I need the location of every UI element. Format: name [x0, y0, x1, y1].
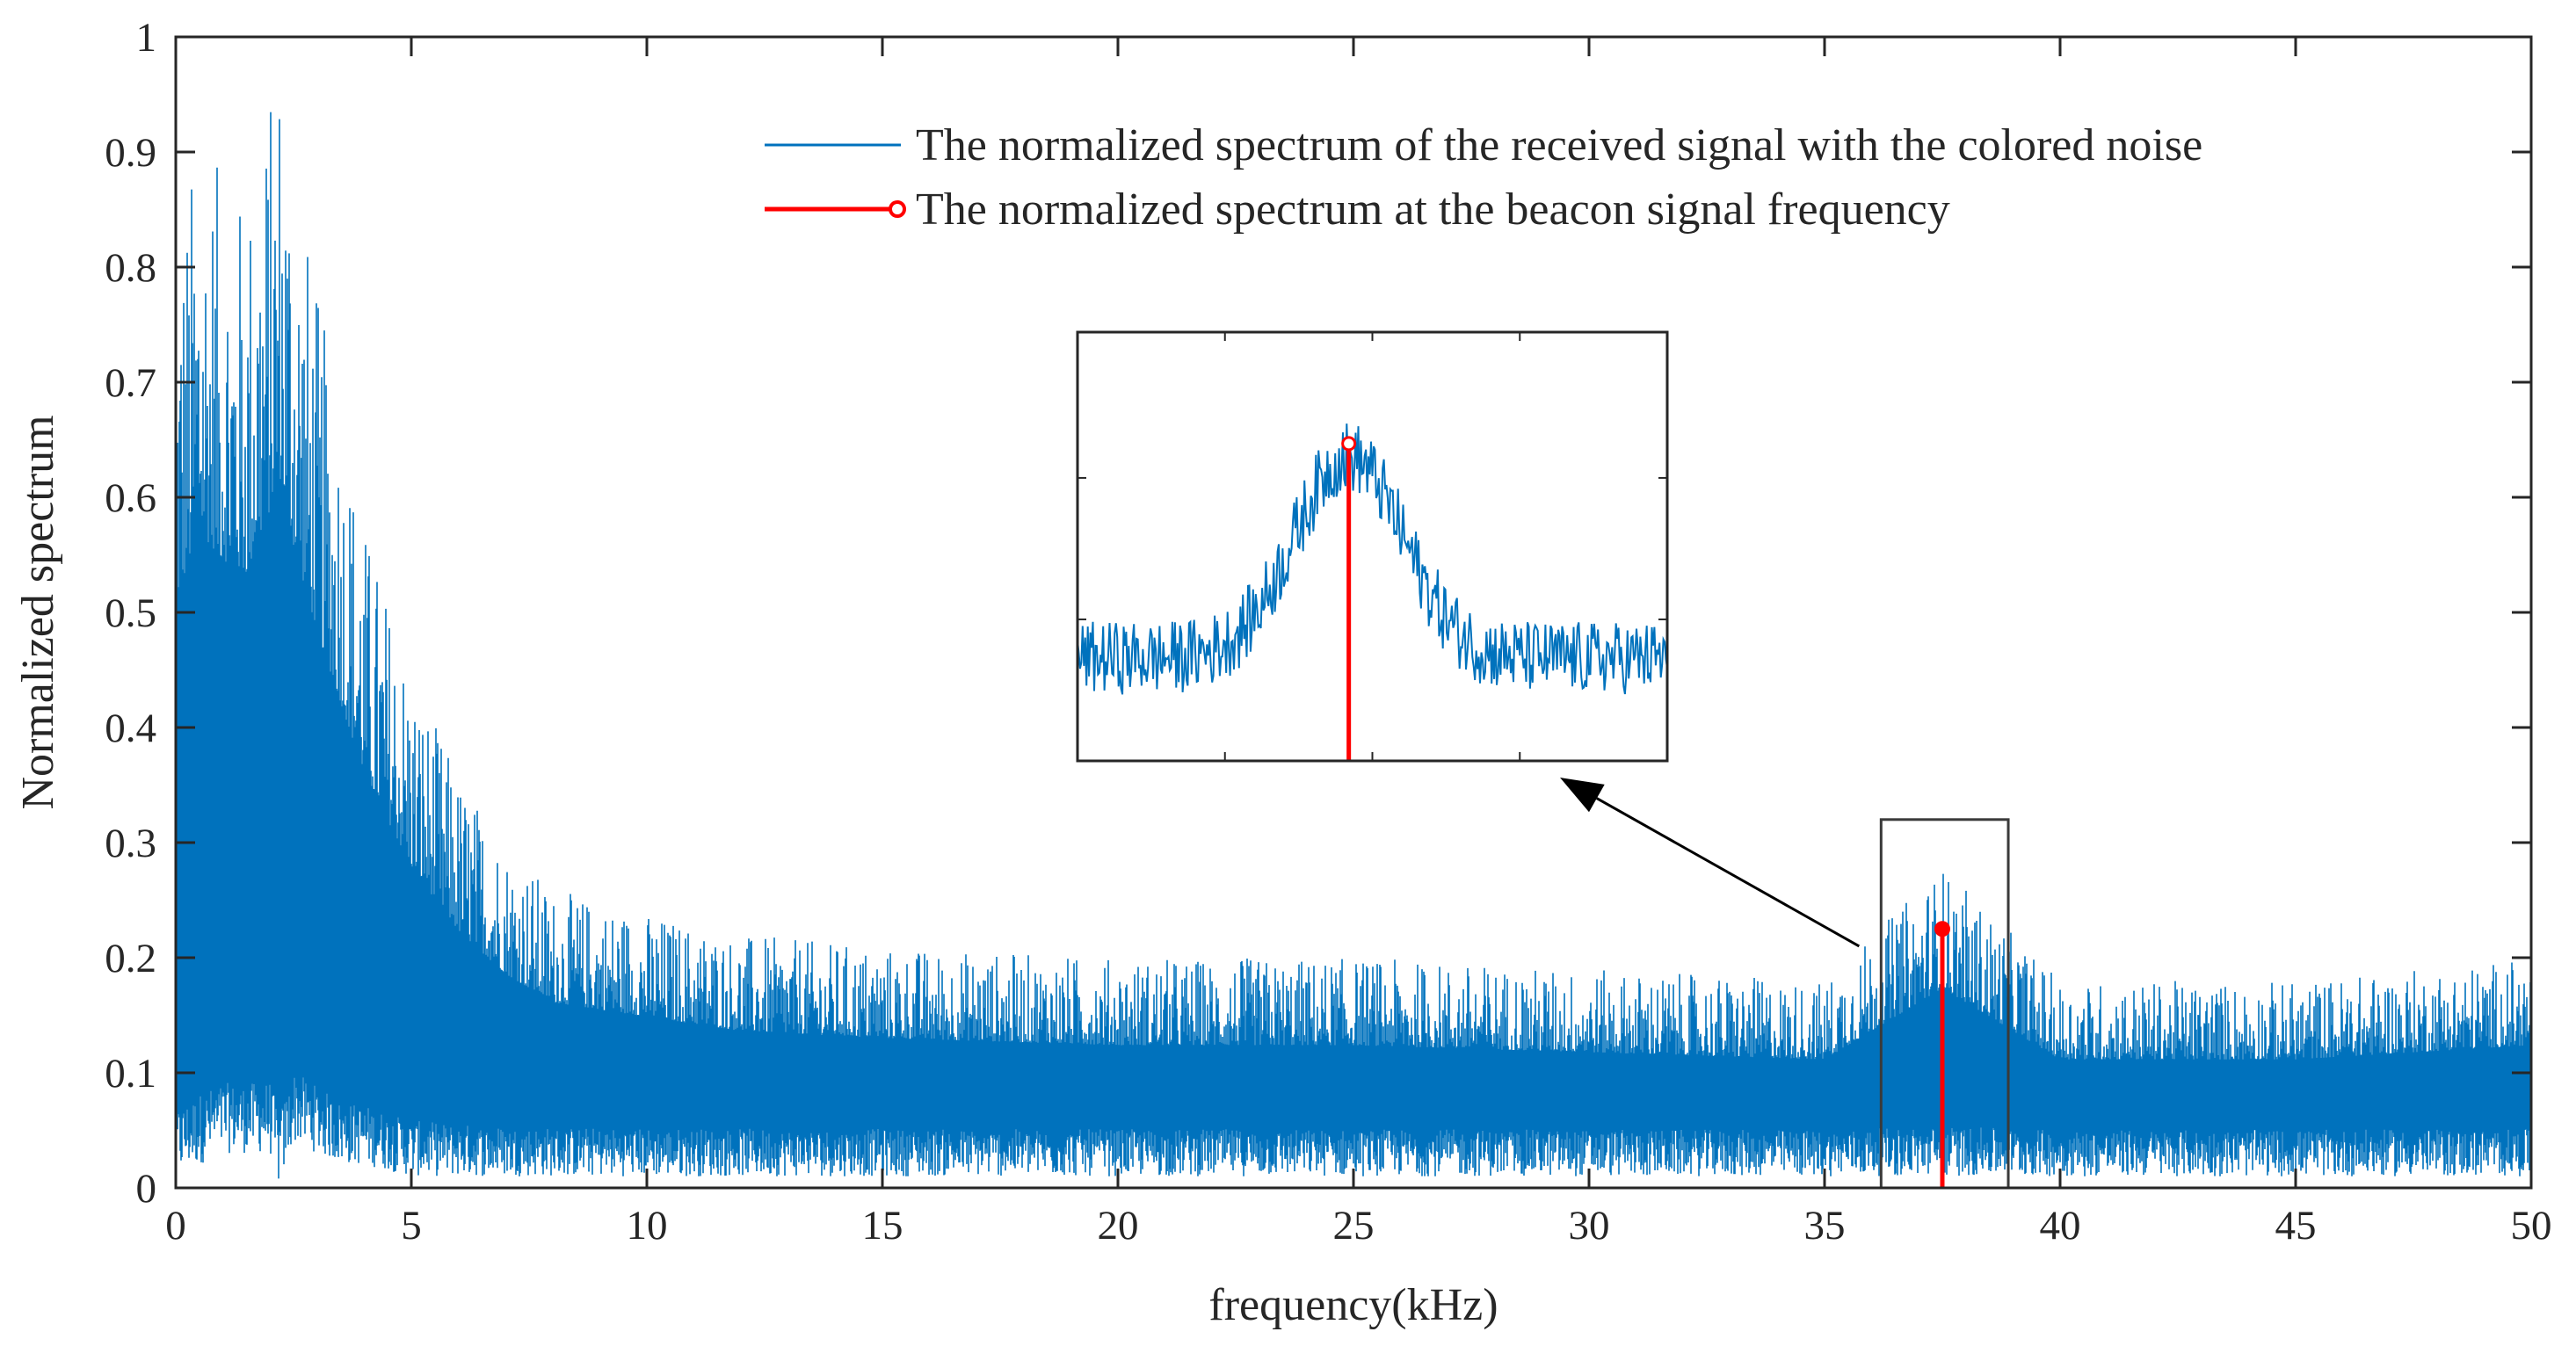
- beacon-marker: [1934, 921, 1950, 937]
- axis-ticks: [174, 35, 2533, 1190]
- zoom-inset: [1076, 330, 1669, 763]
- x-tick-labels: 0 5 10 15 20 25 30 35 40 45 50: [165, 1203, 2551, 1249]
- zoom-arrow-head: [1560, 778, 1605, 813]
- y-axis-title: Normalized spectrum: [13, 415, 63, 809]
- y-tick-label: 0.1: [105, 1051, 156, 1097]
- inset-signal-trace: [1077, 423, 1668, 695]
- x-tick-label: 15: [862, 1203, 903, 1249]
- y-tick-label: 0.5: [105, 590, 156, 636]
- y-tick-label: 0.9: [105, 130, 156, 176]
- legend-marker-beacon: [889, 200, 906, 218]
- inset-signal-series: [1077, 423, 1668, 695]
- x-tick-label: 35: [1804, 1203, 1846, 1249]
- y-tick-label: 0.8: [105, 245, 156, 291]
- x-tick-label: 25: [1333, 1203, 1375, 1249]
- x-tick-label: 20: [1098, 1203, 1139, 1249]
- inset-background: [1078, 332, 1667, 761]
- inset-beacon-series: [1341, 436, 1357, 761]
- y-tick-label: 1: [136, 15, 157, 61]
- y-tick-label: 0.3: [105, 821, 156, 866]
- beacon-series: [1934, 921, 1950, 1188]
- x-axis-title: frequency(kHz): [1208, 1280, 1498, 1330]
- legend-label-beacon: The normalized spectrum at the beacon si…: [916, 185, 1950, 235]
- y-tick-label: 0: [136, 1166, 157, 1212]
- legend: The normalized spectrum of the received …: [765, 120, 2202, 235]
- y-tick-label: 0.2: [105, 936, 156, 981]
- x-tick-label: 30: [1569, 1203, 1610, 1249]
- x-tick-label: 5: [401, 1203, 422, 1249]
- y-tick-labels: 0 0.1 0.2 0.3 0.4 0.5 0.6 0.7 0.8 0.9 1: [105, 15, 156, 1212]
- y-tick-label: 0.6: [105, 475, 156, 521]
- inset-beacon-marker: [1341, 436, 1357, 452]
- x-tick-label: 50: [2511, 1203, 2552, 1249]
- y-tick-label: 0.7: [105, 360, 156, 406]
- y-tick-label: 0.4: [105, 706, 156, 751]
- x-tick-label: 10: [627, 1203, 668, 1249]
- zoom-arrow: [1596, 797, 1861, 948]
- inset-ticks: [1078, 332, 1667, 761]
- x-tick-label: 0: [165, 1203, 186, 1249]
- x-tick-label: 45: [2275, 1203, 2317, 1249]
- x-tick-label: 40: [2040, 1203, 2081, 1249]
- legend-label-signal: The normalized spectrum of the received …: [916, 120, 2202, 170]
